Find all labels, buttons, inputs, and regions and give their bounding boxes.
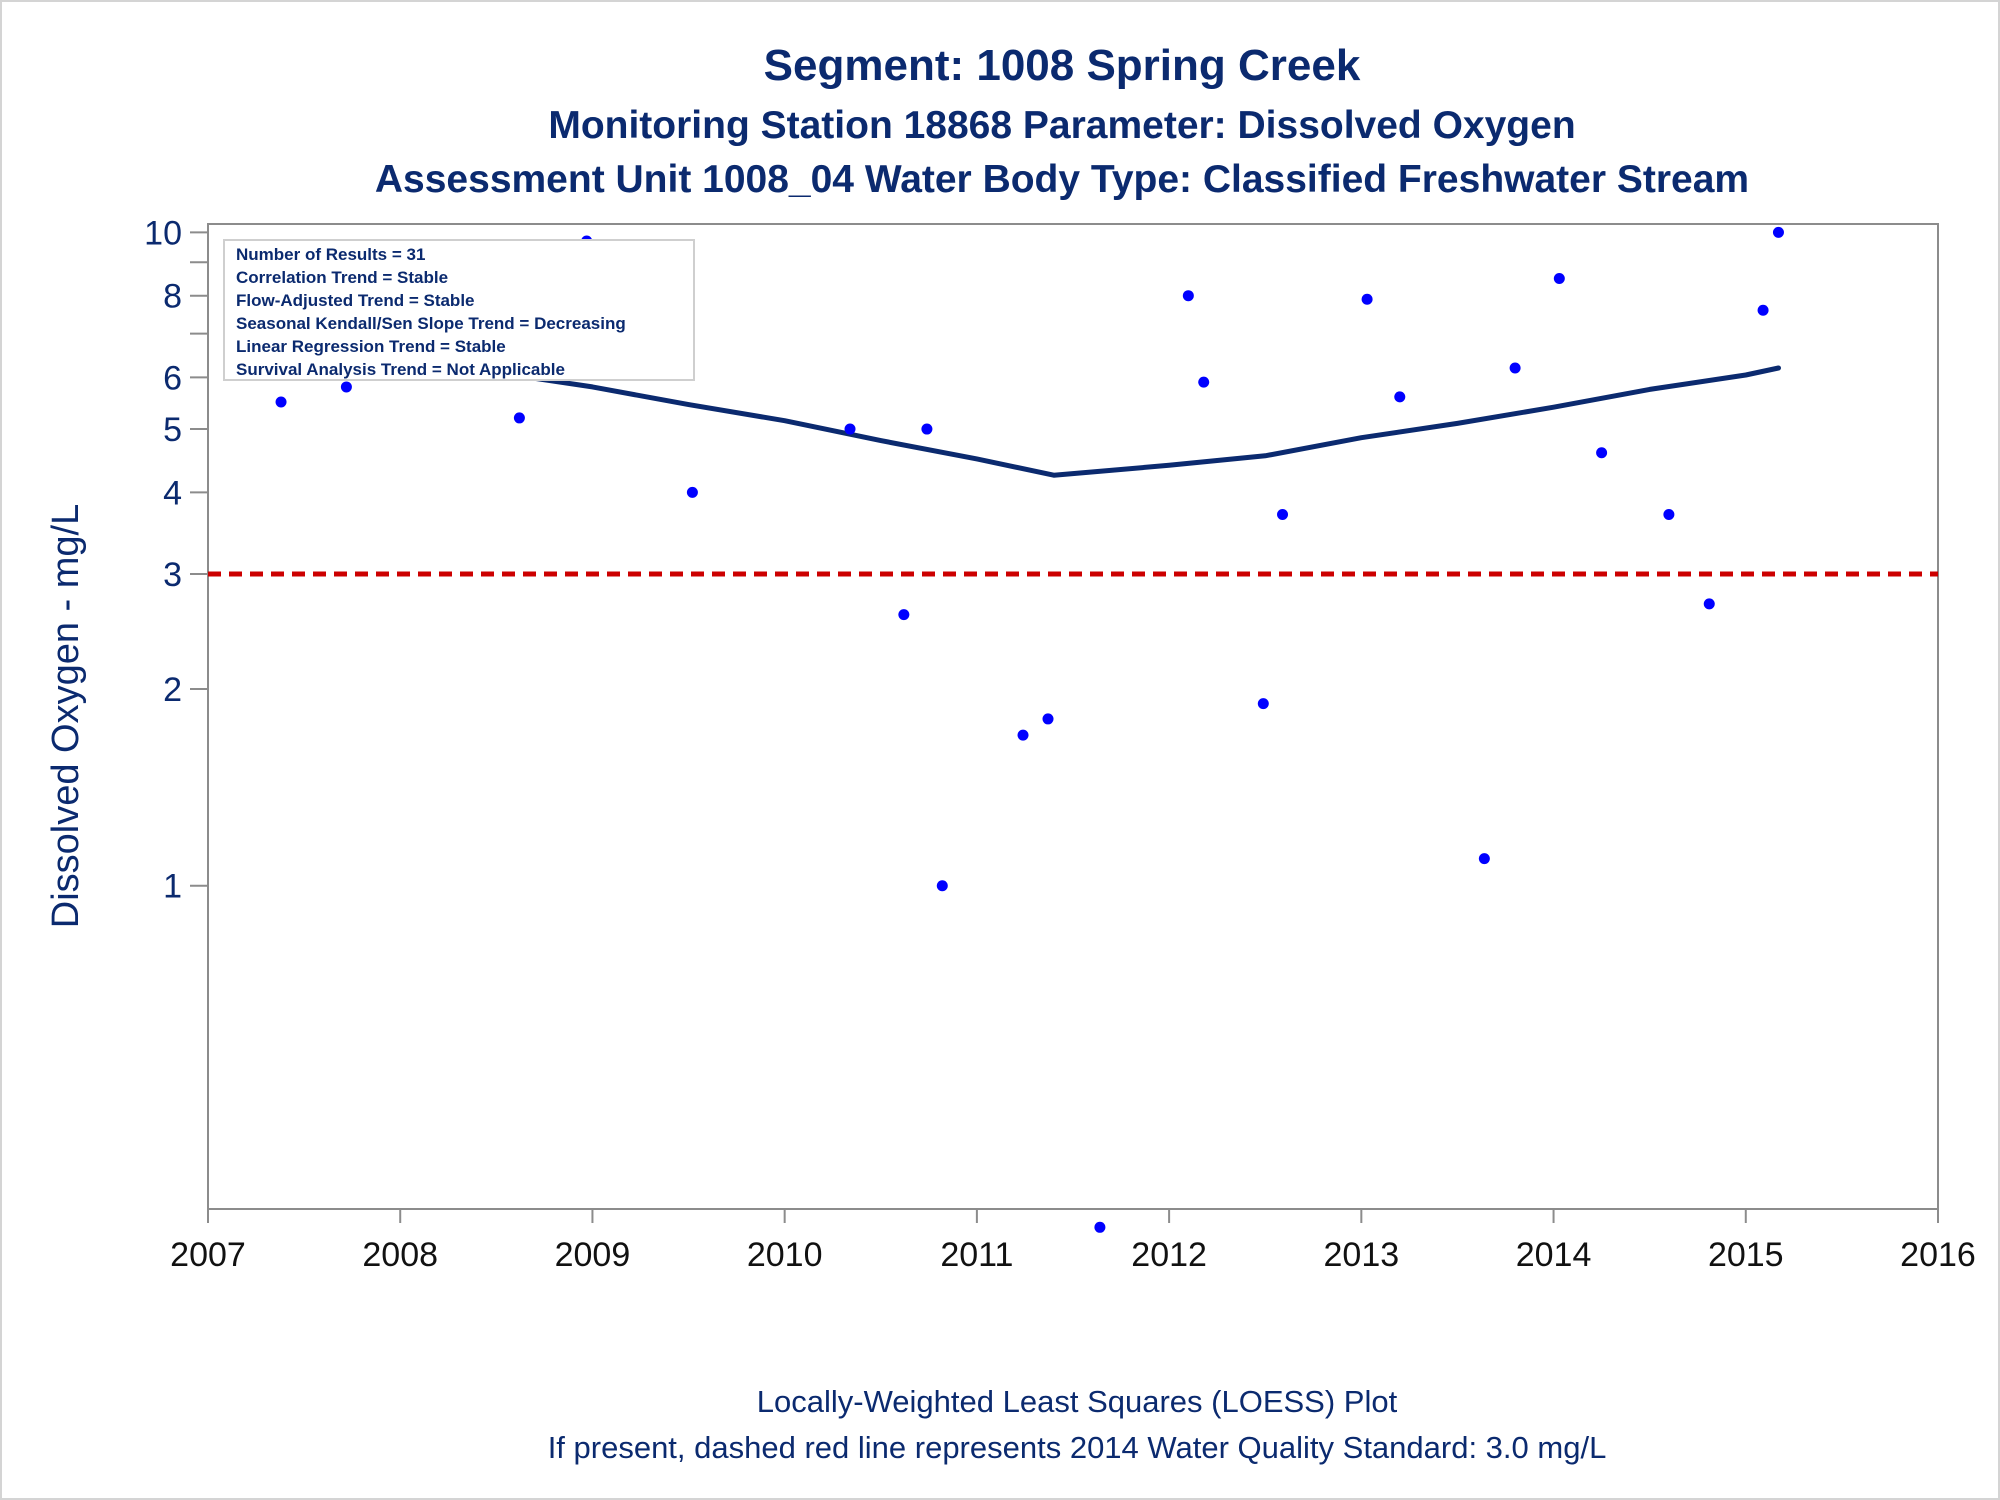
data-point	[844, 423, 856, 435]
x-axis: 2007 2008 2009 2010 2011 2012 2013 2014 2015 2016	[170, 1209, 1976, 1274]
x-tick-label: 2008	[362, 1236, 438, 1274]
y-axis-label: Dissolved Oxygen - mg/L	[45, 504, 87, 929]
stats-legend-box: Number of Results = 31 Correlation Trend…	[223, 239, 695, 381]
stat-flow-adjusted-trend: Flow-Adjusted Trend = Stable	[236, 291, 475, 310]
data-point	[1017, 729, 1029, 741]
x-tick-label: 2007	[170, 1236, 246, 1274]
x-tick-label: 2016	[1900, 1236, 1976, 1274]
stat-seasonal-kendall-trend: Seasonal Kendall/Sen Slope Trend = Decre…	[236, 314, 626, 333]
data-point	[1509, 362, 1521, 374]
chart-subtitle-assessment: Assessment Unit 1008_04 Water Body Type:…	[375, 158, 1749, 201]
stat-number-of-results: Number of Results = 31	[236, 245, 425, 264]
y-tick-label: 5	[163, 411, 182, 449]
data-point	[686, 486, 698, 498]
y-tick-label: 8	[163, 278, 182, 316]
x-tick-label: 2015	[1708, 1236, 1784, 1274]
data-point	[275, 396, 287, 408]
data-point	[936, 880, 948, 892]
y-tick-label: 4	[163, 474, 182, 512]
data-point	[1042, 713, 1054, 725]
loess-trend-line	[278, 323, 1781, 478]
y-tick-label: 2	[163, 671, 182, 709]
stat-survival-analysis-trend: Survival Analysis Trend = Not Applicable	[236, 360, 565, 379]
y-tick-label: 10	[144, 214, 182, 252]
stat-linear-regression-trend: Linear Regression Trend = Stable	[236, 337, 506, 356]
stats-box-frame	[223, 239, 695, 381]
data-point	[898, 609, 910, 621]
data-point	[1478, 853, 1490, 865]
data-point	[1277, 508, 1289, 520]
x-tick-label: 2014	[1516, 1236, 1592, 1274]
x-tick-label: 2012	[1131, 1236, 1207, 1274]
data-point	[1553, 272, 1565, 284]
data-point	[1596, 447, 1608, 459]
data-point	[1198, 376, 1210, 388]
data-point	[1094, 1221, 1106, 1233]
footnote-standard: If present, dashed red line represents 2…	[548, 1430, 1607, 1465]
data-point	[513, 412, 525, 424]
chart-subtitle-station: Monitoring Station 18868 Parameter: Diss…	[548, 104, 1575, 147]
data-point	[1772, 226, 1784, 238]
data-point	[1703, 598, 1715, 610]
y-tick-label: 1	[163, 868, 182, 906]
y-axis: 1 2 3 4 5 6 8 10	[144, 214, 208, 906]
y-tick-label: 6	[163, 359, 182, 397]
data-point	[1663, 508, 1675, 520]
data-point	[1757, 304, 1769, 316]
data-point	[921, 423, 933, 435]
chart-title: Segment: 1008 Spring Creek	[764, 41, 1361, 90]
x-tick-label: 2013	[1324, 1236, 1400, 1274]
data-point	[1394, 391, 1406, 403]
data-point	[1361, 293, 1373, 305]
x-tick-label: 2011	[940, 1236, 1013, 1274]
data-point	[1182, 290, 1194, 302]
data-point	[340, 381, 352, 393]
y-tick-label: 3	[163, 556, 182, 594]
footnote-loess: Locally-Weighted Least Squares (LOESS) P…	[757, 1384, 1398, 1419]
stat-correlation-trend: Correlation Trend = Stable	[236, 268, 448, 287]
data-point	[1257, 698, 1269, 710]
x-tick-label: 2010	[747, 1236, 823, 1274]
x-tick-label: 2009	[555, 1236, 631, 1274]
